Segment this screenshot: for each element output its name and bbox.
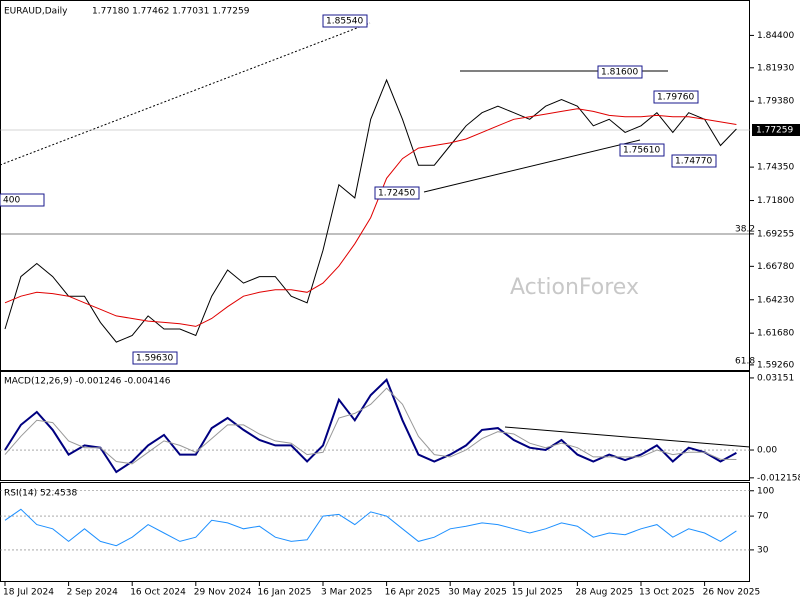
series-line [4,508,737,547]
series-line [4,108,737,327]
x-tick-label: 26 Nov 2025 [703,588,761,598]
x-tick-label: 16 Apr 2025 [385,588,441,598]
x-tick-label: 16 Oct 2024 [130,588,186,598]
y-tick-label: 1.69255 [757,229,794,239]
x-tick-label: 3 Mar 2025 [321,588,372,598]
y-tick-label: 1.64230 [757,295,794,305]
pane-title: RSI(14) 52.4538 [4,489,77,499]
annotation: 1.72450 [378,189,415,199]
price-tag [752,124,800,136]
x-tick-label: 16 Jan 2025 [257,588,311,598]
x-tick-label: 13 Oct 2025 [639,588,695,598]
x-tick-label: 30 May 2025 [448,588,507,598]
annotation: 1.74770 [675,157,712,167]
annotation: 1.85540 [326,17,363,27]
series-line [4,387,737,465]
x-tick-label: 15 Jul 2025 [512,588,563,598]
annotation: 1.79760 [657,93,694,103]
macd-trend-line [504,426,751,448]
macd-pane [0,371,750,481]
y-tick-label: -0.012158 [757,473,800,483]
x-tick-label: 18 Jul 2024 [3,588,54,598]
y-tick-label: 0.00 [757,446,777,456]
pane-title: EURAUD,Daily [4,7,68,17]
x-tick-label: 28 Aug 2025 [575,588,633,598]
y-tick-label: 70 [757,512,769,522]
watermark: ActionForex [510,275,639,300]
pane-title: MACD(12,26,9) -0.001246 -0.004146 [4,377,171,387]
y-tick-label: 1.74350 [757,163,794,173]
annotation-box [132,351,178,365]
price-pane [0,0,750,371]
y-tick-label: 1.61680 [757,329,794,339]
pane-subtitle: 1.77180 1.77462 1.77031 1.77259 [92,7,250,17]
annotation-box [322,14,368,28]
annotation-box [374,186,420,200]
trend-line [423,139,641,193]
annotation: 1.59630 [136,354,173,364]
y-tick-label: 1.81930 [757,63,794,73]
annotation: 1.75610 [623,146,660,156]
series-line [4,78,737,343]
annotation: 400 [3,196,20,206]
y-tick-label: 0.03151 [757,373,794,383]
annotation-box [597,65,643,79]
annotation: 1.81600 [601,68,638,78]
annotation-box [653,90,699,104]
rsi-pane [0,482,750,582]
y-tick-label: 1.66780 [757,262,794,272]
annotation-box [619,143,665,157]
annotation: 1.77259 [756,126,793,136]
x-tick-label: 2 Sep 2024 [67,588,119,598]
y-tick-label: 1.79380 [757,97,794,107]
annotation-box [671,154,717,168]
y-tick-label: 1.84400 [757,31,794,41]
y-tick-label: 30 [757,545,769,555]
y-tick-label: 1.59260 [757,360,794,370]
y-tick-label: 1.71800 [757,196,794,206]
y-tick-label: 100 [757,486,774,496]
annotation-box [0,193,45,207]
annotation: 38.2 [735,225,755,235]
annotation: 61.8 [735,357,755,367]
x-tick-label: 29 Nov 2024 [194,588,252,598]
